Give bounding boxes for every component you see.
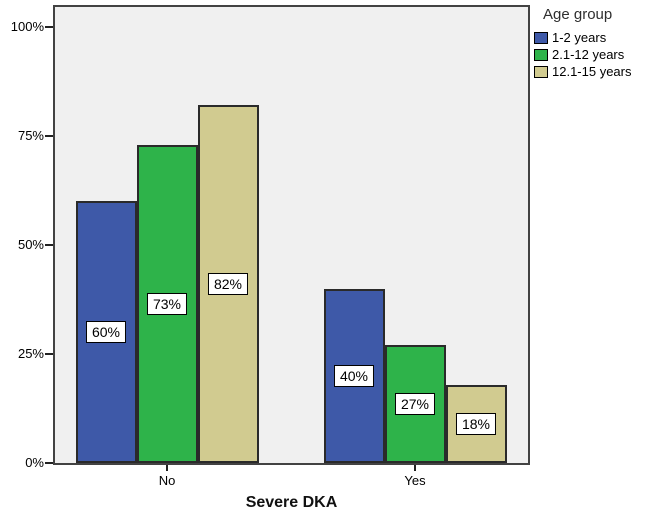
legend-item-label: 1-2 years xyxy=(552,30,607,45)
y-tick-mark xyxy=(45,26,53,28)
bar-value-label: 40% xyxy=(333,364,375,387)
legend-item: 12.1-15 years xyxy=(534,64,648,79)
x-category-label: Yes xyxy=(404,473,426,488)
x-tick-mark xyxy=(166,465,168,471)
y-tick-mark xyxy=(45,462,53,464)
legend-item: 1-2 years xyxy=(534,30,648,45)
bar-value-label: 18% xyxy=(455,412,497,435)
y-tick-mark xyxy=(45,244,53,246)
legend-item-label: 12.1-15 years xyxy=(552,64,632,79)
bar-value-label: 82% xyxy=(207,273,249,296)
bar-value-label: 60% xyxy=(85,321,127,344)
y-tick-mark xyxy=(45,353,53,355)
legend-swatch-icon xyxy=(534,48,548,61)
x-axis-title: Severe DKA xyxy=(245,494,338,511)
y-tick-label: 50% xyxy=(17,237,44,252)
y-tick-label: 0% xyxy=(25,455,44,470)
x-category-label: No xyxy=(158,473,176,488)
legend-item-label: 2.1-12 years xyxy=(552,47,625,62)
y-tick-label: 25% xyxy=(17,346,44,361)
legend: Age group 1-2 years 2.1-12 years 12.1-15 y… xyxy=(534,6,648,81)
legend-item: 2.1-12 years xyxy=(534,47,648,62)
legend-swatch-icon xyxy=(534,31,548,44)
bar-value-label: 73% xyxy=(146,292,188,315)
legend-items: 1-2 years 2.1-12 years 12.1-15 years xyxy=(534,30,648,79)
y-tick-label: 75% xyxy=(17,128,44,143)
y-tick-label: 100% xyxy=(10,19,44,34)
y-tick-mark xyxy=(45,135,53,137)
bar-value-label: 27% xyxy=(394,393,436,416)
legend-title: Age group xyxy=(543,6,613,23)
legend-swatch-icon xyxy=(534,65,548,78)
x-tick-mark xyxy=(414,465,416,471)
